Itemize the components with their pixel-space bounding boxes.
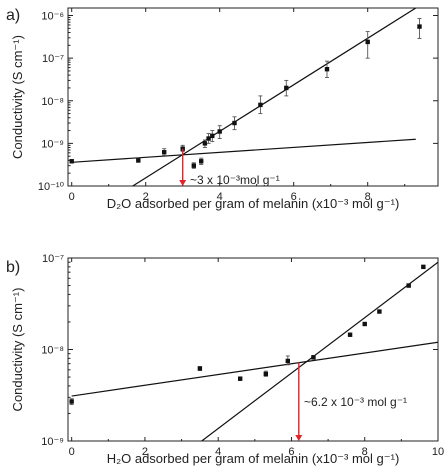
data-point <box>417 24 422 29</box>
threshold-label: ~3 x 10⁻³mol g⁻¹ <box>190 173 280 187</box>
data-point <box>197 366 203 371</box>
data-point <box>311 355 316 360</box>
data-point <box>191 163 196 168</box>
data-point <box>202 141 208 146</box>
y-tick-label: 10⁻⁷ <box>42 253 64 265</box>
data-point <box>162 150 167 155</box>
plot-frame <box>67 257 439 442</box>
data-point <box>362 321 367 327</box>
x-tick-label: 6 <box>291 191 297 203</box>
x-tick-label: 6 <box>288 446 294 458</box>
y-axis-title: Conductivity (S cm⁻¹) <box>10 288 25 412</box>
panel-b: b) 0 2 4 6 8 10 10⁻⁹ 10⁻⁸ 10⁻⁷ H₂O adsorbed per gr… <box>6 253 444 466</box>
threshold-arrowhead <box>179 180 187 186</box>
panel-label: b) <box>6 259 20 276</box>
data-point <box>232 120 237 126</box>
threshold-arrowhead <box>295 435 303 441</box>
data-point <box>347 332 353 337</box>
data-point <box>199 159 204 164</box>
data-point <box>284 85 289 91</box>
fit-line-1 <box>71 138 416 163</box>
data-point <box>206 136 211 141</box>
data-point <box>324 66 330 72</box>
fit-line-1 <box>71 341 438 397</box>
threshold-label: ~6.2 x 10⁻³ mol g⁻¹ <box>304 395 407 409</box>
data-point <box>263 371 269 377</box>
data-point <box>377 309 382 314</box>
data-point <box>406 283 411 288</box>
x-tick-label: 8 <box>365 191 371 203</box>
y-tick-label: 10⁻⁹ <box>41 436 64 448</box>
data-point <box>237 376 243 381</box>
x-axis-title: D₂O adsorbed per gram of melanin (x10⁻³ … <box>107 196 400 211</box>
y-axis-title: Conductivity (S cm⁻¹) <box>10 35 25 159</box>
y-tick-label: 10⁻⁶ <box>41 11 64 23</box>
x-tick-label: 4 <box>215 446 221 458</box>
x-tick-label: 4 <box>217 191 223 203</box>
y-tick-label: 10⁻⁸ <box>41 96 64 108</box>
fit-line-2 <box>201 261 438 441</box>
data-point <box>217 129 222 134</box>
x-tick-label: 2 <box>142 446 148 458</box>
y-tick-label: 10⁻⁸ <box>41 345 64 357</box>
data-point <box>258 102 263 108</box>
data-point <box>365 39 370 45</box>
data-point <box>69 399 74 404</box>
x-tick-label: 0 <box>69 191 75 203</box>
x-tick-label: 8 <box>362 446 368 458</box>
data-point <box>136 158 141 163</box>
data-point <box>210 133 215 139</box>
y-tick-label: 10⁻⁷ <box>42 53 64 65</box>
x-tick-label: 10 <box>432 446 444 458</box>
y-tick-label: 10⁻¹⁰ <box>38 181 65 193</box>
panel-label: a) <box>6 7 20 24</box>
y-tick-label: 10⁻⁹ <box>41 138 64 150</box>
panel-a: a) 0 2 4 6 8 10⁻¹⁰ 10⁻⁹ 10⁻⁸ 10⁻⁷ 10⁻⁶ D₂O adsorbed… <box>6 7 439 211</box>
x-axis-title: H₂O adsorbed per gram of melanin (x10⁻³ … <box>107 451 400 466</box>
data-point <box>69 159 74 164</box>
x-tick-label: 2 <box>143 191 149 203</box>
x-tick-label: 0 <box>69 446 75 458</box>
fit-line-2 <box>132 8 417 186</box>
plot-frame <box>67 7 439 187</box>
data-point <box>285 358 291 364</box>
data-point <box>421 264 426 270</box>
